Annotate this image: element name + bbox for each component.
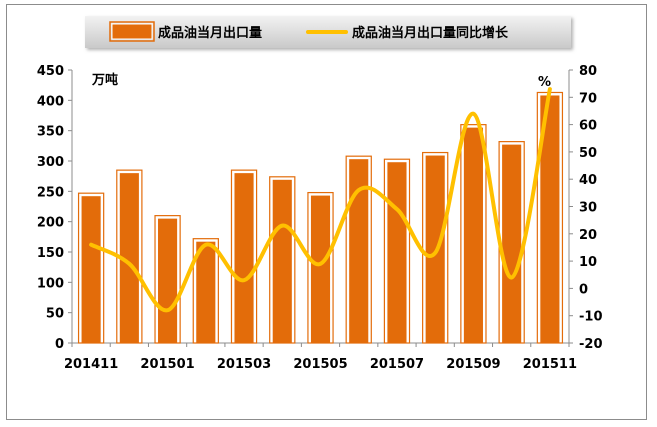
plot-area: 0 50 100 150 200 250 300 350 400 450 -20 -10 0 10 20 30… [37,64,603,372]
y-right-tick-label: -10 [579,310,603,325]
x-tick-label: 201411 [64,357,118,372]
y-left-tick-label: 450 [37,64,64,79]
y-right-tick-label: -20 [579,337,603,352]
legend-swatch-bar [111,23,153,40]
bar [81,196,101,343]
x-tick-label: 201505 [293,357,347,372]
y-left-tick-label: 400 [37,94,64,109]
bar [540,95,560,343]
bar [463,127,483,343]
x-tick-label: 201511 [523,357,577,372]
y-right-unit: % [538,75,551,90]
y-left-tick-label: 350 [37,125,64,140]
bar [502,144,522,343]
legend: 成品油当月出口量 成品油当月出口量同比增长 [85,16,571,48]
bar [234,173,254,343]
y-left-tick-label: 300 [37,155,64,170]
y-left-tick-label: 200 [37,216,64,231]
bar [349,159,369,343]
y-left-tick-label: 250 [37,185,64,200]
y-left-unit: 万吨 [91,72,118,88]
y-left-tick-label: 100 [37,276,64,291]
bar [387,162,407,343]
bar [272,179,292,343]
y-right-tick-label: 0 [579,282,588,297]
bar [196,241,216,343]
x-tick-label: 201503 [217,357,271,372]
y-left-tick-label: 150 [37,246,64,261]
y-right-tick-label: 60 [579,119,597,134]
x-tick-label: 201507 [370,357,424,372]
y-right-tick-label: 40 [579,173,597,188]
y-right-tick-label: 10 [579,255,597,270]
y-right-tick-label: 80 [579,64,597,79]
growth-line [89,87,552,313]
y-right-tick-label: 30 [579,201,597,216]
bar [158,218,178,343]
y-left-tick-label: 0 [55,337,64,352]
y-right-tick-label: 70 [579,91,597,106]
legend-label-line: 成品油当月出口量同比增长 [352,25,509,41]
y-right-tick-label: 50 [579,146,597,161]
bar [310,195,331,343]
bar [119,173,139,343]
x-tick-label: 201501 [140,357,194,372]
legend-label-bar: 成品油当月出口量 [158,25,262,41]
y-left-tick-label: 50 [46,307,64,322]
y-right-tick-label: 20 [579,228,597,243]
x-tick-label: 201509 [446,357,500,372]
